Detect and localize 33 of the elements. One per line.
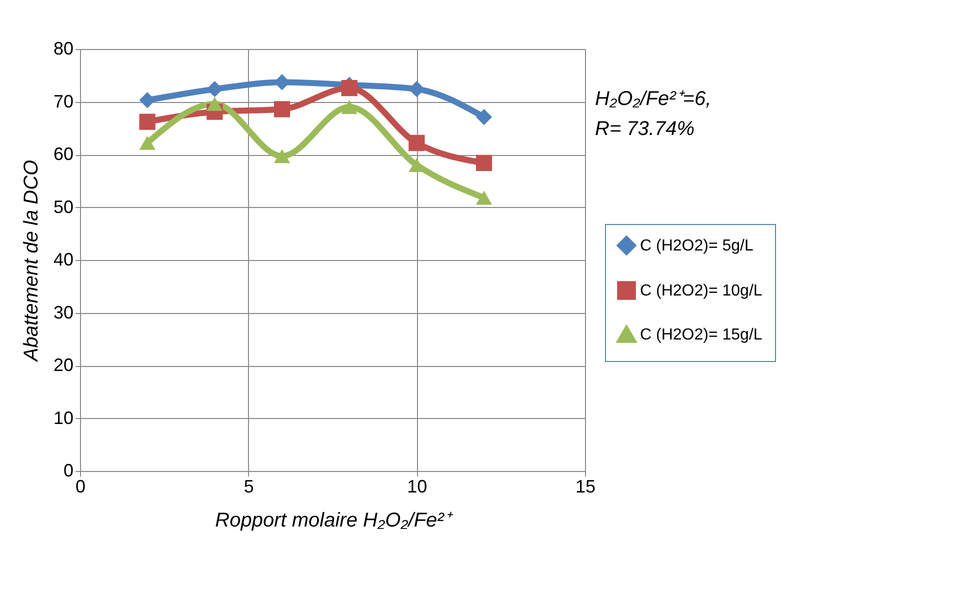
- y-tick-label: 30: [53, 302, 74, 322]
- point: [139, 92, 156, 108]
- point: [408, 134, 425, 151]
- y-tick-label: 80: [53, 38, 74, 58]
- y-tick-label: 60: [53, 144, 74, 164]
- point: [206, 96, 223, 111]
- point: [206, 81, 223, 98]
- legend-label: C (H2O2)= 5g/L: [640, 238, 754, 254]
- point: [476, 190, 492, 205]
- y-tick-label: 10: [53, 408, 74, 428]
- x-tick-label: 15: [575, 476, 596, 496]
- y-tick-label: 50: [53, 196, 74, 217]
- point: [476, 154, 492, 172]
- point: [476, 108, 492, 126]
- y-tick-label: 20: [53, 355, 74, 375]
- x-tick-label: 0: [75, 476, 86, 496]
- y-tick-label: 70: [53, 91, 74, 112]
- legend-label: C (H2O2)= 15g/L: [640, 326, 762, 344]
- x-tick-label: 5: [244, 476, 254, 496]
- point: [341, 80, 358, 96]
- y-tick-label: 40: [53, 250, 74, 270]
- x-axis-title: Ropport molaire H₂O₂/Fe²⁺: [215, 510, 454, 532]
- point: [139, 114, 156, 130]
- x-tick-label: 10: [407, 476, 428, 496]
- point: [274, 149, 290, 164]
- point: [408, 81, 425, 98]
- point: [341, 100, 358, 114]
- point: [274, 101, 290, 118]
- text: H₂O₂/Fe²⁺=6, R= 73.74%: [595, 88, 712, 140]
- point: [139, 136, 156, 150]
- y-axis-title: Abattement de la DCO: [20, 160, 42, 362]
- y-tick-label: 0: [63, 460, 74, 480]
- legend-label: C (H2O2)= 10g/L: [640, 282, 762, 300]
